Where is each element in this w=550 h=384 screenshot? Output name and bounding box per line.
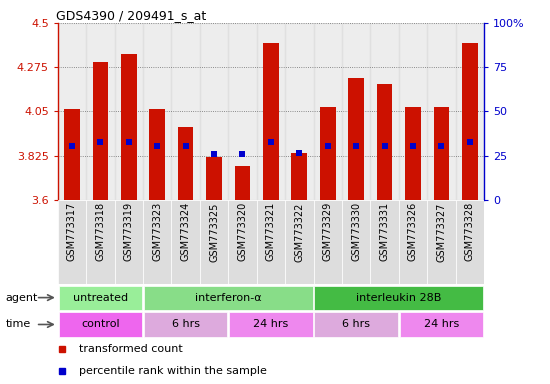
Bar <box>200 23 228 200</box>
Bar <box>342 23 370 200</box>
Bar <box>178 127 194 200</box>
Text: GSM773324: GSM773324 <box>180 202 191 262</box>
Bar <box>320 108 336 200</box>
Bar <box>144 286 312 310</box>
Text: untreated: untreated <box>73 293 128 303</box>
Bar <box>58 23 86 200</box>
Bar <box>257 23 285 200</box>
Bar <box>263 43 279 200</box>
Bar <box>206 157 222 200</box>
Text: interleukin 28B: interleukin 28B <box>356 293 442 303</box>
Bar <box>315 286 483 310</box>
Bar <box>377 84 392 200</box>
Bar <box>455 23 484 200</box>
Text: GSM773322: GSM773322 <box>294 202 304 262</box>
Bar <box>292 152 307 200</box>
Bar <box>314 200 342 284</box>
Text: transformed count: transformed count <box>79 344 183 354</box>
Text: GSM773319: GSM773319 <box>124 202 134 262</box>
Bar <box>143 23 172 200</box>
Bar <box>405 108 421 200</box>
Bar <box>172 200 200 284</box>
Bar <box>427 200 455 284</box>
Bar <box>59 313 142 336</box>
Text: GSM773317: GSM773317 <box>67 202 77 262</box>
Bar <box>144 313 227 336</box>
Bar <box>59 286 142 310</box>
Text: control: control <box>81 319 120 329</box>
Bar <box>455 200 484 284</box>
Bar <box>172 23 200 200</box>
Bar <box>58 200 86 284</box>
Text: GSM773320: GSM773320 <box>238 202 248 262</box>
Bar <box>370 200 399 284</box>
Bar <box>86 23 114 200</box>
Text: GSM773326: GSM773326 <box>408 202 418 262</box>
Bar <box>400 313 483 336</box>
Text: GSM773330: GSM773330 <box>351 202 361 262</box>
Bar <box>462 43 477 200</box>
Text: GSM773327: GSM773327 <box>436 202 447 262</box>
Text: GSM773318: GSM773318 <box>95 202 106 262</box>
Bar <box>399 23 427 200</box>
Text: 6 hrs: 6 hrs <box>172 319 200 329</box>
Bar <box>370 23 399 200</box>
Bar <box>285 200 314 284</box>
Bar <box>64 109 80 200</box>
Bar <box>229 313 312 336</box>
Text: GSM773321: GSM773321 <box>266 202 276 262</box>
Text: 24 hrs: 24 hrs <box>253 319 289 329</box>
Text: GDS4390 / 209491_s_at: GDS4390 / 209491_s_at <box>56 9 206 22</box>
Bar <box>121 55 136 200</box>
Bar <box>86 200 114 284</box>
Bar <box>257 200 285 284</box>
Text: interferon-α: interferon-α <box>195 293 262 303</box>
Text: percentile rank within the sample: percentile rank within the sample <box>79 366 267 376</box>
Bar <box>143 200 172 284</box>
Text: GSM773328: GSM773328 <box>465 202 475 262</box>
Bar <box>114 200 143 284</box>
Text: time: time <box>6 319 31 329</box>
Text: GSM773329: GSM773329 <box>323 202 333 262</box>
Bar <box>348 78 364 200</box>
Bar <box>228 200 257 284</box>
Text: 24 hrs: 24 hrs <box>424 319 459 329</box>
Text: GSM773331: GSM773331 <box>379 202 389 262</box>
Bar <box>285 23 314 200</box>
Bar <box>399 200 427 284</box>
Bar <box>427 23 455 200</box>
Bar <box>235 166 250 200</box>
Bar <box>114 23 143 200</box>
Bar <box>150 109 165 200</box>
Bar <box>342 200 370 284</box>
Bar <box>92 62 108 200</box>
Bar <box>228 23 257 200</box>
Bar <box>314 23 342 200</box>
Text: agent: agent <box>6 293 38 303</box>
Bar <box>200 200 228 284</box>
Bar <box>315 313 398 336</box>
Text: GSM773323: GSM773323 <box>152 202 162 262</box>
Bar <box>433 108 449 200</box>
Text: GSM773325: GSM773325 <box>209 202 219 262</box>
Text: 6 hrs: 6 hrs <box>342 319 370 329</box>
